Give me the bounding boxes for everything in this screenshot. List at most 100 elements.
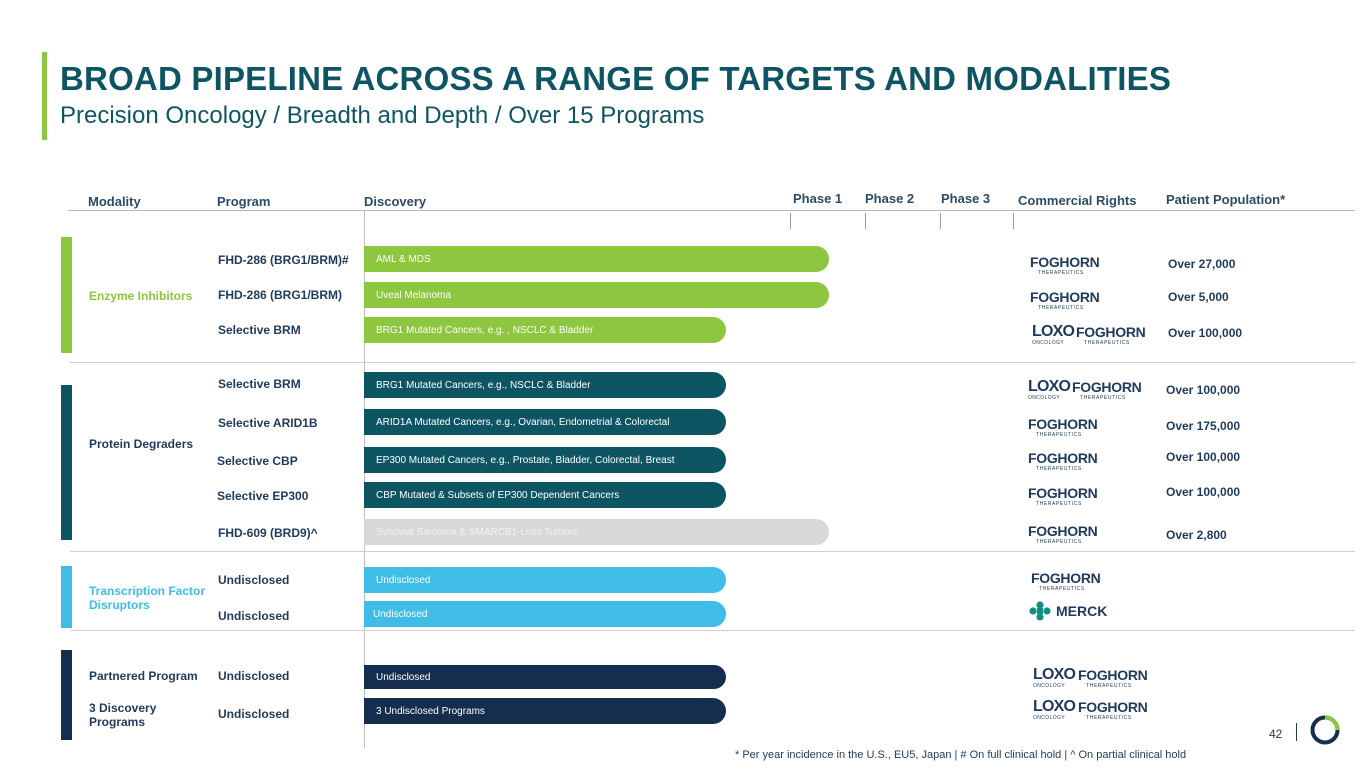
foghorn-logo-text: FOGHORN	[1028, 450, 1098, 466]
foghorn-logo-subtext: THERAPEUTICS	[1039, 586, 1085, 592]
phase-3-tick	[940, 213, 941, 229]
patient-population: Over 2,800	[1166, 528, 1227, 542]
merck-logo: MERCK	[1029, 601, 1107, 621]
program-name: Selective EP300	[217, 489, 309, 503]
modality-enzyme-inhibitors: Enzyme Inhibitors	[89, 289, 193, 303]
modality-bar-degraders	[61, 385, 72, 540]
program-name: FHD-609 (BRD9)^	[218, 526, 318, 540]
loxo-logo-text: LOXO	[1028, 378, 1071, 395]
program-name: Undisclosed	[218, 669, 290, 683]
header-program: Program	[217, 194, 271, 209]
program-name: Undisclosed	[218, 707, 290, 721]
modality-transcription-factor-disruptors: Transcription Factor Disruptors	[89, 584, 206, 612]
page-number: 42	[1269, 727, 1283, 741]
page-number-divider	[1296, 723, 1297, 741]
patient-population: Over 27,000	[1168, 257, 1236, 271]
section-divider	[70, 362, 1355, 363]
header-commercial-rights: Commercial Rights	[1018, 193, 1137, 208]
foghorn-logo-text: FOGHORN	[1028, 416, 1098, 432]
foghorn-logo-subtext: THERAPEUTICS	[1086, 715, 1132, 721]
loxo-logo-text: LOXO	[1032, 323, 1075, 340]
foghorn-logo: FOGHORN THERAPEUTICS	[1072, 379, 1142, 402]
loxo-logo: LOXO ONCOLOGY	[1028, 378, 1071, 402]
footnote: * Per year incidence in the U.S., EU5, J…	[735, 749, 1187, 761]
foghorn-logo-subtext: THERAPEUTICS	[1038, 270, 1084, 276]
loxo-logo-subtext: ONCOLOGY	[1028, 395, 1061, 401]
merck-mark-icon	[1029, 601, 1051, 621]
patient-population: Over 5,000	[1168, 290, 1229, 304]
foghorn-logo: FOGHORN THERAPEUTICS	[1030, 254, 1100, 277]
modality-partnered-program: Partnered Program	[89, 669, 198, 683]
foghorn-logo-text: FOGHORN	[1031, 570, 1101, 586]
header-modality: Modality	[88, 194, 141, 209]
program-name: Selective BRM	[218, 377, 301, 391]
foghorn-logo-text: FOGHORN	[1030, 289, 1100, 305]
pipeline-bar: 3 Undisclosed Programs	[364, 698, 726, 724]
foghorn-logo: FOGHORN THERAPEUTICS	[1028, 416, 1098, 439]
loxo-logo-subtext: ONCOLOGY	[1032, 340, 1065, 346]
modality-bar-tfd	[61, 566, 72, 628]
foghorn-logo: FOGHORN THERAPEUTICS	[1078, 667, 1148, 690]
patient-population: Over 100,000	[1166, 450, 1241, 464]
foghorn-logo-text: FOGHORN	[1078, 699, 1148, 715]
foghorn-logo-subtext: THERAPEUTICS	[1038, 305, 1084, 311]
modality-protein-degraders: Protein Degraders	[89, 437, 194, 451]
foghorn-logo-subtext: THERAPEUTICS	[1036, 539, 1082, 545]
header-divider	[68, 210, 1355, 211]
foghorn-logo-text: FOGHORN	[1076, 324, 1146, 340]
patient-population: Over 100,000	[1166, 383, 1241, 397]
foghorn-logo: FOGHORN THERAPEUTICS	[1076, 324, 1146, 347]
page-title: BROAD PIPELINE ACROSS A RANGE OF TARGETS…	[60, 60, 1172, 97]
header-phase-1: Phase 1	[793, 191, 843, 206]
pipeline-bar: BRG1 Mutated Cancers, e.g., NSCLC & Blad…	[364, 372, 726, 398]
foghorn-logo: FOGHORN THERAPEUTICS	[1028, 485, 1098, 508]
discovery-axis	[364, 211, 365, 748]
pipeline-bar: Uveal Melanoma	[364, 282, 829, 308]
pipeline-bar: CBP Mutated & Subsets of EP300 Dependent…	[364, 482, 726, 508]
section-divider	[70, 630, 1355, 631]
patient-population: Over 100,000	[1168, 326, 1243, 340]
program-name: Selective BRM	[218, 323, 301, 337]
program-name: FHD-286 (BRG1/BRM)	[218, 288, 343, 302]
loxo-logo: LOXO ONCOLOGY	[1033, 698, 1076, 722]
foghorn-mark-icon	[1310, 715, 1340, 745]
program-name: Selective ARID1B	[218, 416, 318, 430]
phase-end-tick	[1013, 213, 1014, 229]
modality-discovery-programs: 3 Discovery Programs	[89, 701, 157, 729]
foghorn-logo: FOGHORN THERAPEUTICS	[1028, 523, 1098, 546]
pipeline-bar: Undisclosed	[364, 567, 726, 593]
pipeline-bar: Undisclosed	[364, 601, 726, 627]
pipeline-bar: EP300 Mutated Cancers, e.g., Prostate, B…	[364, 447, 726, 473]
foghorn-logo: FOGHORN THERAPEUTICS	[1031, 570, 1101, 593]
pipeline-bar: ARID1A Mutated Cancers, e.g., Ovarian, E…	[364, 409, 726, 435]
page-subtitle: Precision Oncology / Breadth and Depth /…	[60, 102, 705, 129]
loxo-logo-subtext: ONCOLOGY	[1033, 683, 1066, 689]
foghorn-logo: FOGHORN THERAPEUTICS	[1030, 289, 1100, 312]
pipeline-bar: Undisclosed	[364, 665, 726, 689]
foghorn-logo-text: FOGHORN	[1078, 667, 1148, 683]
loxo-logo: LOXO ONCOLOGY	[1032, 323, 1075, 347]
loxo-logo-text: LOXO	[1033, 698, 1076, 715]
section-divider	[70, 551, 1355, 552]
header-phase-2: Phase 2	[865, 191, 915, 206]
phase-2-tick	[865, 213, 866, 229]
loxo-logo-text: LOXO	[1033, 666, 1076, 683]
patient-population: Over 175,000	[1166, 419, 1241, 433]
pipeline-bar: BRG1 Mutated Cancers, e.g. , NSCLC & Bla…	[364, 317, 726, 343]
foghorn-logo-subtext: THERAPEUTICS	[1086, 683, 1132, 689]
phase-1-tick	[790, 213, 791, 229]
foghorn-logo-text: FOGHORN	[1030, 254, 1100, 270]
foghorn-logo-text: FOGHORN	[1028, 523, 1098, 539]
loxo-logo: LOXO ONCOLOGY	[1033, 666, 1076, 690]
header-discovery: Discovery	[364, 194, 427, 209]
header-patient-population: Patient Population*	[1166, 192, 1286, 207]
program-name: Selective CBP	[217, 454, 298, 468]
program-name: Undisclosed	[218, 609, 290, 623]
header-phase-3: Phase 3	[941, 191, 991, 206]
foghorn-logo-text: FOGHORN	[1028, 485, 1098, 501]
program-name: FHD-286 (BRG1/BRM)#	[218, 253, 349, 267]
pipeline-bar: Synovial Sarcoma & SMARCB1-Loss Tumors	[364, 519, 829, 545]
merck-logo-text: MERCK	[1056, 603, 1108, 619]
foghorn-logo-text: FOGHORN	[1072, 379, 1142, 395]
modality-bar-enzyme	[61, 237, 72, 353]
